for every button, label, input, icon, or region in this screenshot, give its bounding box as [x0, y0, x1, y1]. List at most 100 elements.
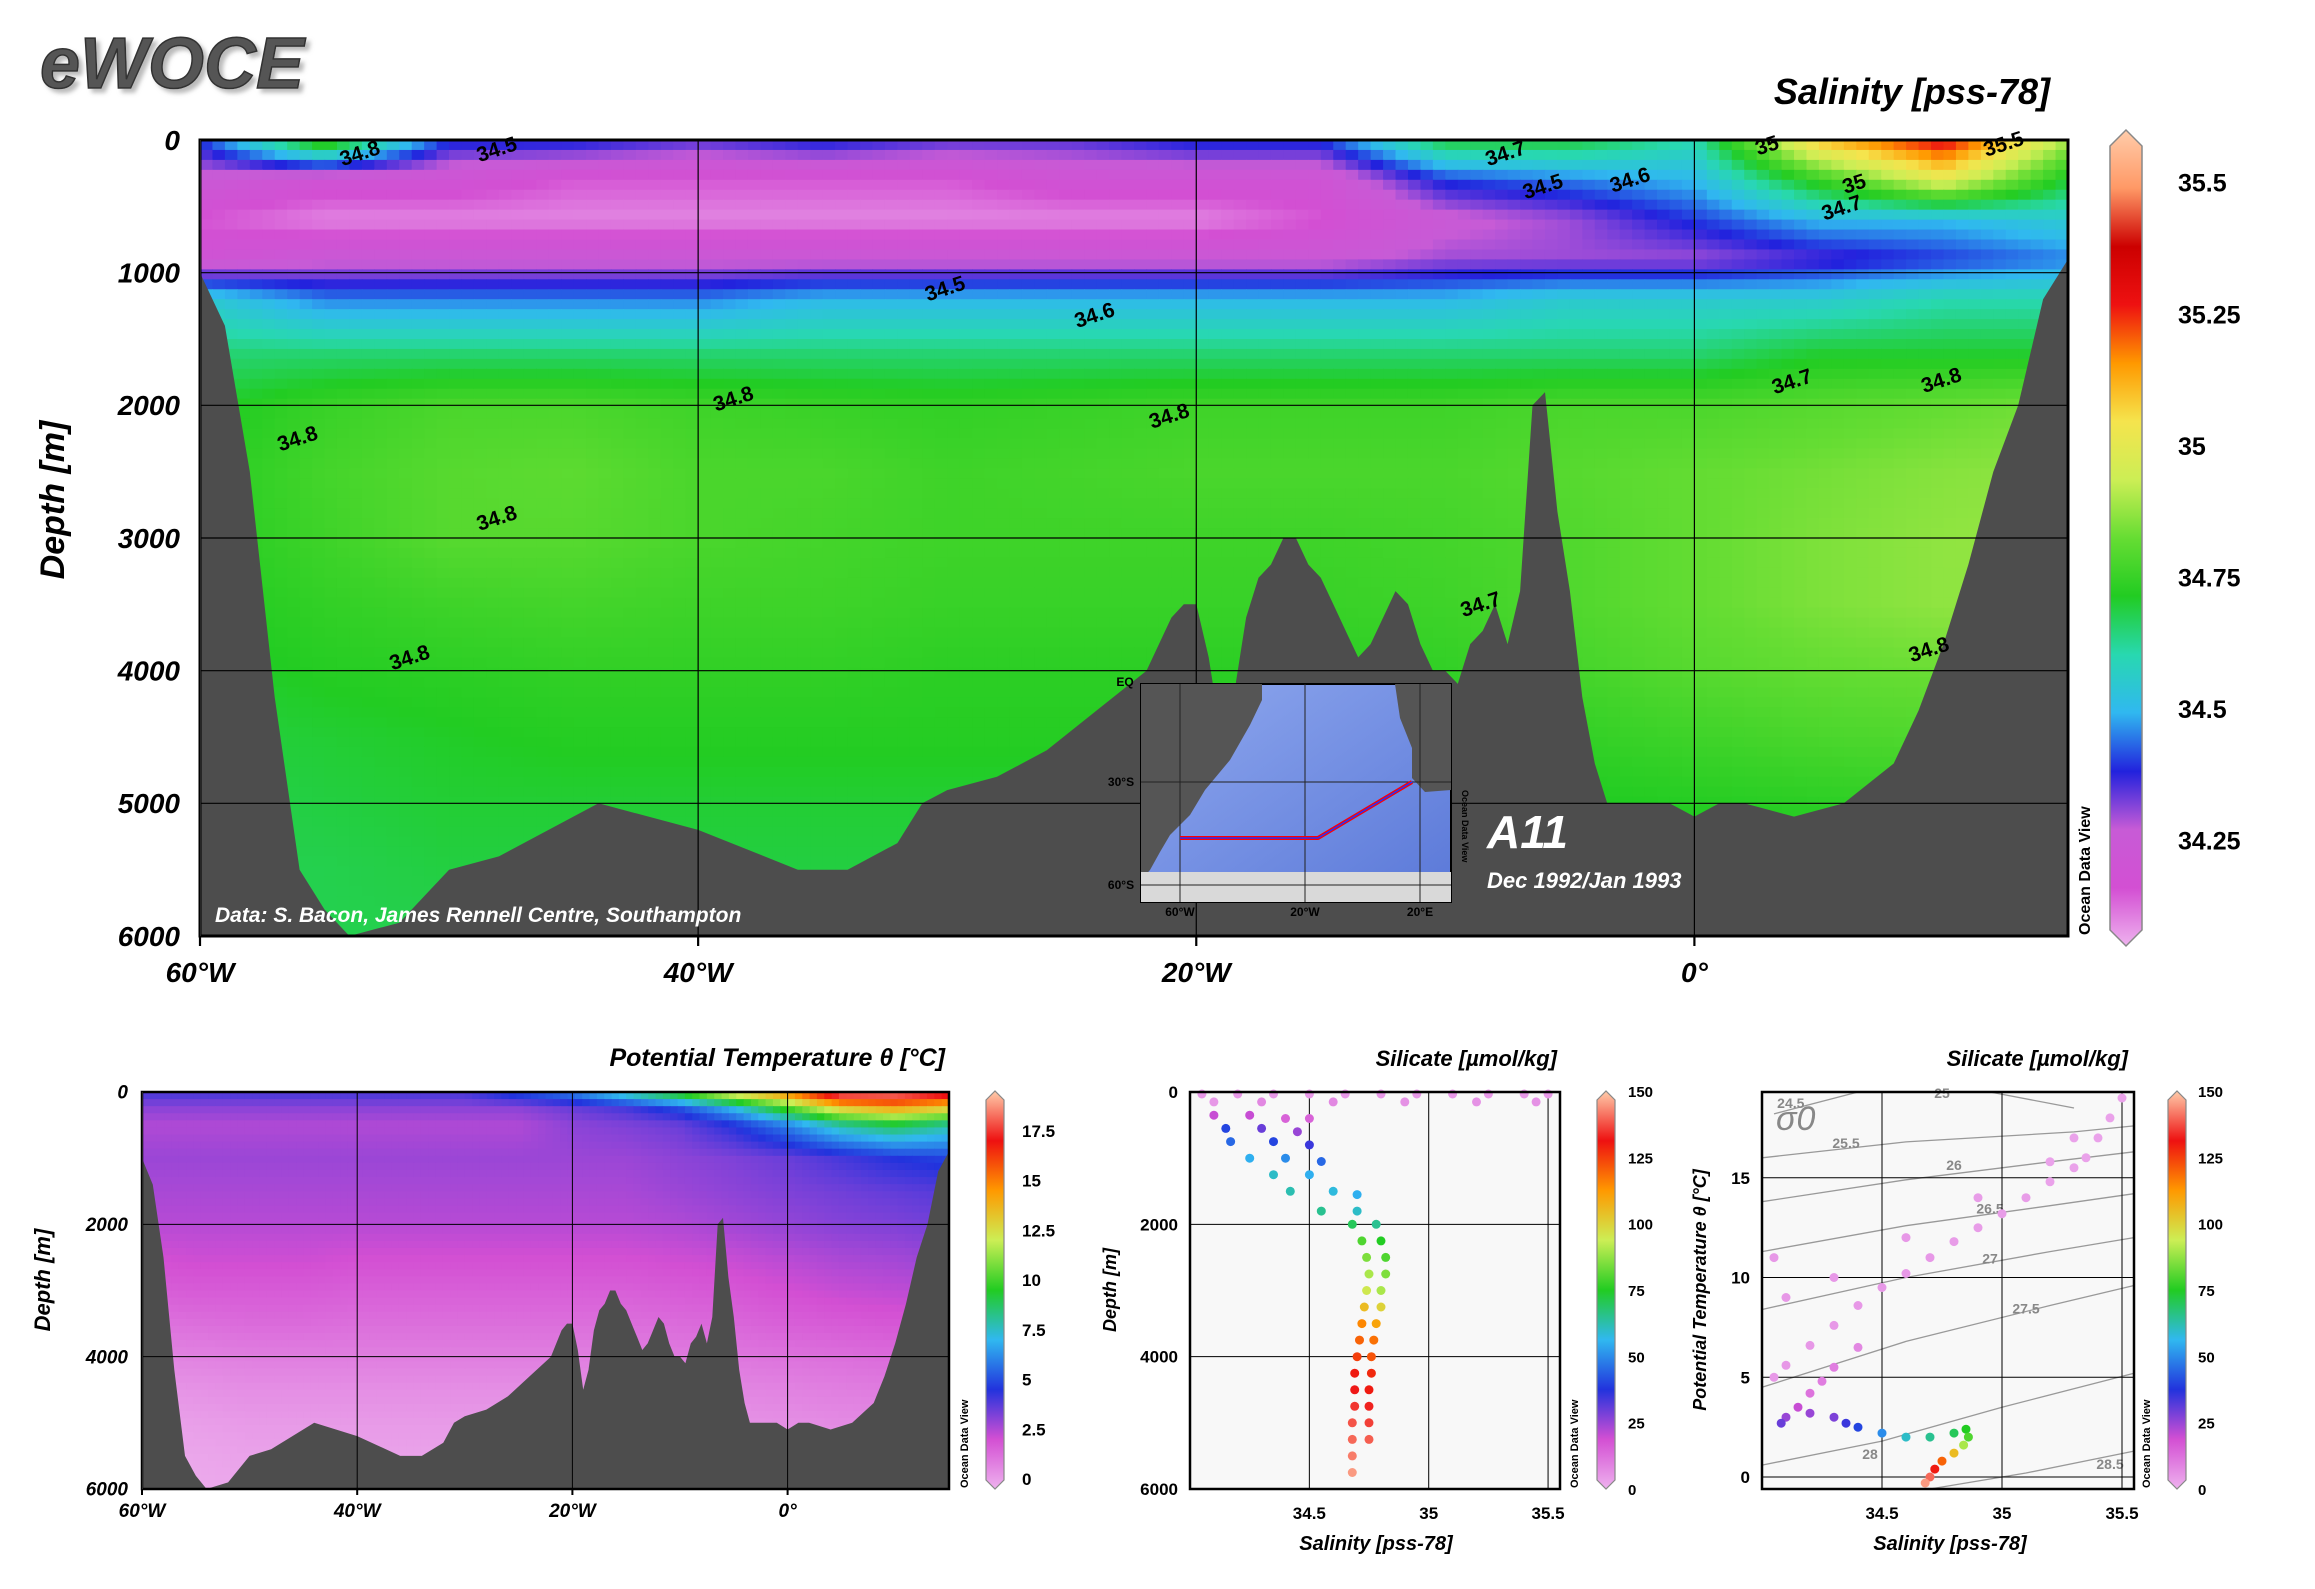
field-cell [710, 279, 724, 290]
field-cell [772, 179, 786, 191]
field-cell [1432, 239, 1446, 251]
field-cell [623, 279, 637, 290]
field-cell [262, 209, 276, 221]
field-cell [797, 339, 811, 350]
field-cell [872, 398, 886, 410]
field-cell [997, 229, 1011, 241]
field-cell [1158, 378, 1172, 390]
field-cell [1569, 199, 1583, 211]
field-cell [1843, 149, 1857, 161]
field-cell [1632, 428, 1646, 440]
field-cell [1134, 368, 1148, 380]
field-cell [1021, 398, 1035, 410]
field-cell [972, 159, 986, 171]
field-cell [424, 368, 438, 380]
field-cell [1719, 219, 1733, 231]
field-cell [1270, 140, 1285, 151]
field-cell [1893, 239, 1907, 251]
field-cell [648, 149, 662, 161]
field-cell [897, 209, 911, 221]
field-cell [1096, 348, 1110, 360]
field-cell [785, 358, 799, 370]
field-cell [386, 189, 400, 201]
field-cell [1856, 189, 1870, 201]
field-cell [1183, 358, 1197, 370]
field-cell [648, 219, 662, 231]
field-cell [1183, 199, 1197, 211]
field-cell [1158, 418, 1172, 430]
field-cell [1980, 169, 1994, 181]
field-cell [610, 279, 625, 290]
field-cell [1495, 299, 1509, 310]
field-cell [1333, 348, 1347, 360]
field-cell [922, 219, 936, 231]
field-cell [1084, 179, 1098, 191]
field-cell [536, 279, 550, 290]
field-cell [922, 418, 936, 430]
field-cell [461, 418, 475, 430]
field-cell [1657, 458, 1671, 469]
field-cell [785, 299, 799, 310]
field-cell [1657, 219, 1671, 231]
field-cell [324, 398, 338, 410]
field-cell [735, 249, 749, 260]
field-cell [548, 458, 562, 469]
field-cell [760, 219, 774, 231]
field-cell [473, 438, 488, 450]
field-cell [548, 358, 562, 370]
field-cell [760, 438, 774, 450]
field-cell [336, 428, 351, 440]
field-cell [1109, 159, 1123, 171]
field-cell [934, 408, 948, 420]
field-cell [1918, 199, 1932, 211]
field-cell [1744, 448, 1758, 459]
field-cell [1221, 159, 1235, 171]
field-cell [586, 239, 600, 251]
field-cell [1059, 388, 1073, 400]
field-cell [922, 229, 936, 241]
field-cell [685, 289, 699, 300]
field-cell [399, 398, 413, 410]
field-cell [1644, 309, 1658, 320]
field-cell [449, 329, 463, 340]
field-cell [922, 319, 936, 330]
field-cell [1308, 189, 1322, 201]
field-cell [772, 299, 786, 310]
field-cell [1818, 279, 1832, 290]
field-cell [872, 299, 886, 310]
field-cell [548, 428, 562, 440]
field-cell [461, 428, 475, 440]
field-cell [648, 339, 662, 350]
field-cell [810, 169, 824, 181]
field-cell [835, 299, 849, 310]
field-cell [374, 199, 388, 211]
field-cell [1046, 219, 1060, 231]
field-cell [249, 219, 263, 231]
field-cell [1906, 458, 1920, 469]
field-cell [486, 289, 500, 300]
field-cell [1657, 438, 1671, 450]
field-cell [1407, 458, 1422, 469]
field-cell [1694, 269, 1708, 280]
field-cell [361, 448, 375, 459]
field-cell [1769, 249, 1783, 260]
field-cell [1980, 428, 1994, 440]
field-cell [411, 438, 425, 450]
field-cell [561, 319, 575, 330]
field-cell [698, 468, 712, 479]
field-cell [2018, 348, 2032, 360]
field-cell [1719, 428, 1733, 440]
field-cell [1320, 368, 1334, 380]
field-cell [1632, 149, 1646, 161]
field-cell [1134, 448, 1148, 459]
field-cell [1831, 438, 1845, 450]
field-cell [224, 279, 238, 290]
field-cell [1470, 368, 1484, 380]
field-cell [1183, 448, 1197, 459]
field-cell [424, 348, 438, 360]
field-cell [336, 209, 351, 221]
field-cell [735, 339, 749, 350]
field-cell [224, 289, 238, 300]
field-cell [374, 468, 388, 479]
field-cell [1021, 269, 1035, 280]
